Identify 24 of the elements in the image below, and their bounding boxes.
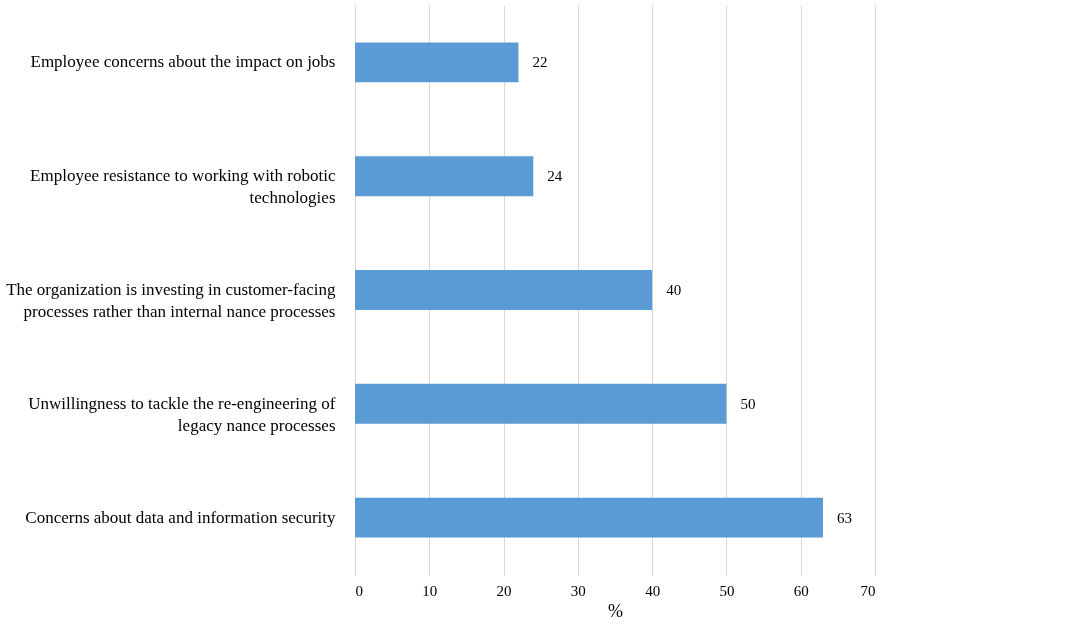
bar [355,42,519,83]
data-label: 63 [837,509,852,526]
y-tick-label: Concerns about data and information security [25,507,336,527]
data-label: 22 [532,54,548,71]
x-tick-label: 60 [793,582,809,599]
x-tick-label: 20 [496,582,512,599]
bar [355,383,727,424]
bar [355,156,534,197]
x-tick-label: 40 [645,582,661,599]
data-label: 50 [740,395,756,412]
x-tick-label: 10 [422,582,438,599]
x-axis-title: % [608,600,623,621]
x-tick-label: 30 [570,582,586,599]
y-tick-label: The organization is investing in customer-facing processes rather than internal nance processes [6,280,336,321]
bar [355,497,823,538]
data-label: 40 [666,282,682,298]
data-label: 24 [547,168,563,185]
bar [355,270,653,310]
x-tick-label: 0 [355,582,363,599]
x-tick-label: 70 [860,582,876,599]
y-tick-label: Employee resistance to working with robotic technologies [30,166,336,208]
y-tick-label: Employee concerns about the impact on jobs [30,52,336,72]
y-tick-label: Unwillingness to tackle the re-engineering of legacy nance processes [28,393,336,435]
x-tick-label: 50 [719,582,735,599]
